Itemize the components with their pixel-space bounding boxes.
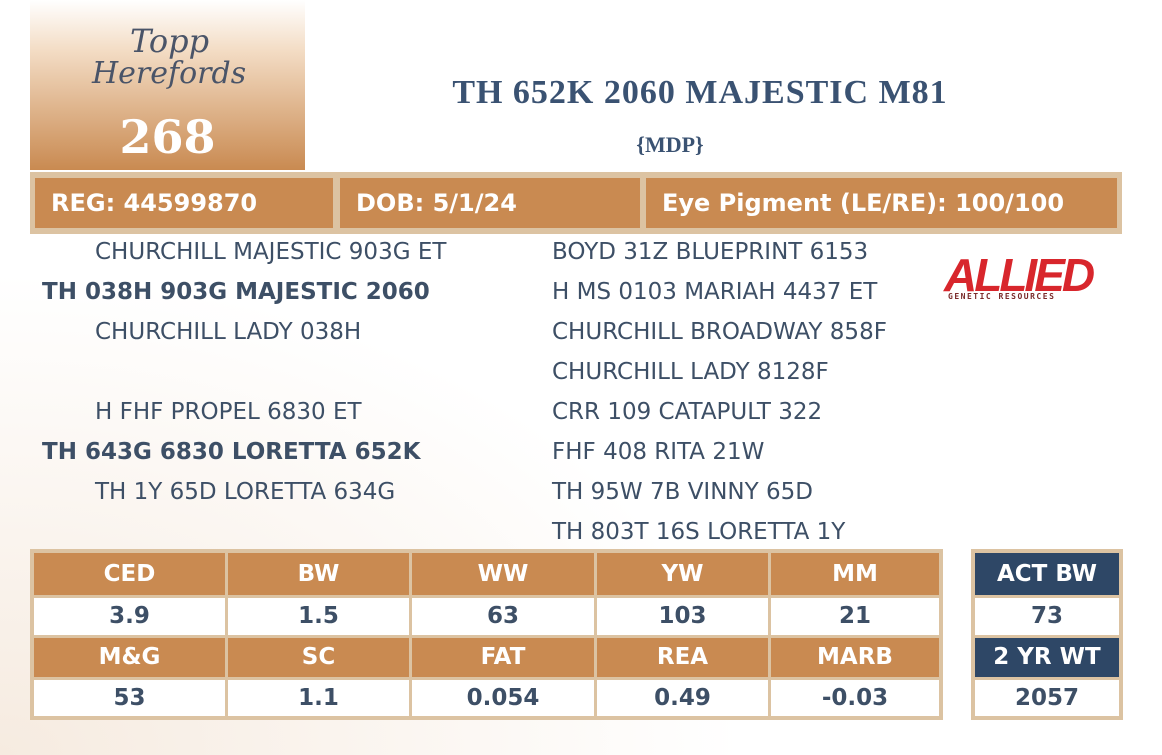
pedigree-entry: CHURCHILL LADY 8128F <box>552 359 829 385</box>
epd-value: 1.1 <box>228 680 409 716</box>
epd-header: M&G <box>34 638 225 677</box>
pedigree-entry: CHURCHILL MAJESTIC 903G ET <box>95 239 447 265</box>
epd-header: FAT <box>412 638 594 677</box>
actual-header: 2 YR WT <box>975 638 1119 677</box>
sponsor-tagline: GENETIC RESOURCES <box>948 292 1056 301</box>
logo-box <box>30 0 305 170</box>
pedigree-entry: TH 1Y 65D LORETTA 634G <box>95 479 396 505</box>
epd-value: 0.49 <box>597 680 768 716</box>
epd-value: 63 <box>412 598 594 635</box>
epd-value: 3.9 <box>34 598 225 635</box>
pedigree-entry: TH 038H 903G MAJESTIC 2060 <box>42 279 430 305</box>
epd-header: MM <box>771 553 939 595</box>
actual-header: ACT BW <box>975 553 1119 595</box>
sponsor-logo: ALLIED <box>944 249 1095 301</box>
pedigree-entry: H MS 0103 MARIAH 4437 ET <box>552 279 878 305</box>
pedigree-entry: TH 643G 6830 LORETTA 652K <box>42 439 421 465</box>
title: TH 652K 2060 MAJESTIC M81 <box>452 74 948 111</box>
epd-header: REA <box>597 638 768 677</box>
epd-header: BW <box>228 553 409 595</box>
actual-value: 2057 <box>975 680 1119 716</box>
pedigree-entry: FHF 408 RITA 21W <box>552 439 765 465</box>
epd-value: 21 <box>771 598 939 635</box>
epd-header: CED <box>34 553 225 595</box>
pedigree-entry: TH 803T 16S LORETTA 1Y <box>552 519 846 545</box>
pedigree-entry: CHURCHILL LADY 038H <box>95 319 362 345</box>
epd-value: 1.5 <box>228 598 409 635</box>
registration: REG: 44599870 <box>35 178 333 228</box>
epd-header: SC <box>228 638 409 677</box>
lot-number: 268 <box>119 110 216 164</box>
subtitle: {MDP} <box>636 132 704 157</box>
epd-header: MARB <box>771 638 939 677</box>
eye-pigment: Eye Pigment (LE/RE): 100/100 <box>646 178 1117 228</box>
pedigree-entry: CRR 109 CATAPULT 322 <box>552 399 823 425</box>
epd-value: -0.03 <box>771 680 939 716</box>
actual-value: 73 <box>975 598 1119 635</box>
epd-value: 103 <box>597 598 768 635</box>
pedigree-entry: CHURCHILL BROADWAY 858F <box>552 319 887 345</box>
epd-header: WW <box>412 553 594 595</box>
epd-value: 0.054 <box>412 680 594 716</box>
pedigree-entry: BOYD 31Z BLUEPRINT 6153 <box>552 239 869 265</box>
pedigree-entry: TH 95W 7B VINNY 65D <box>552 479 813 505</box>
birth-date: DOB: 5/1/24 <box>340 178 640 228</box>
pedigree-entry: H FHF PROPEL 6830 ET <box>95 399 362 425</box>
epd-value: 53 <box>34 680 225 716</box>
epd-header: YW <box>597 553 768 595</box>
logo-text: Herefords <box>92 56 247 91</box>
logo-text: Topp <box>130 22 210 60</box>
